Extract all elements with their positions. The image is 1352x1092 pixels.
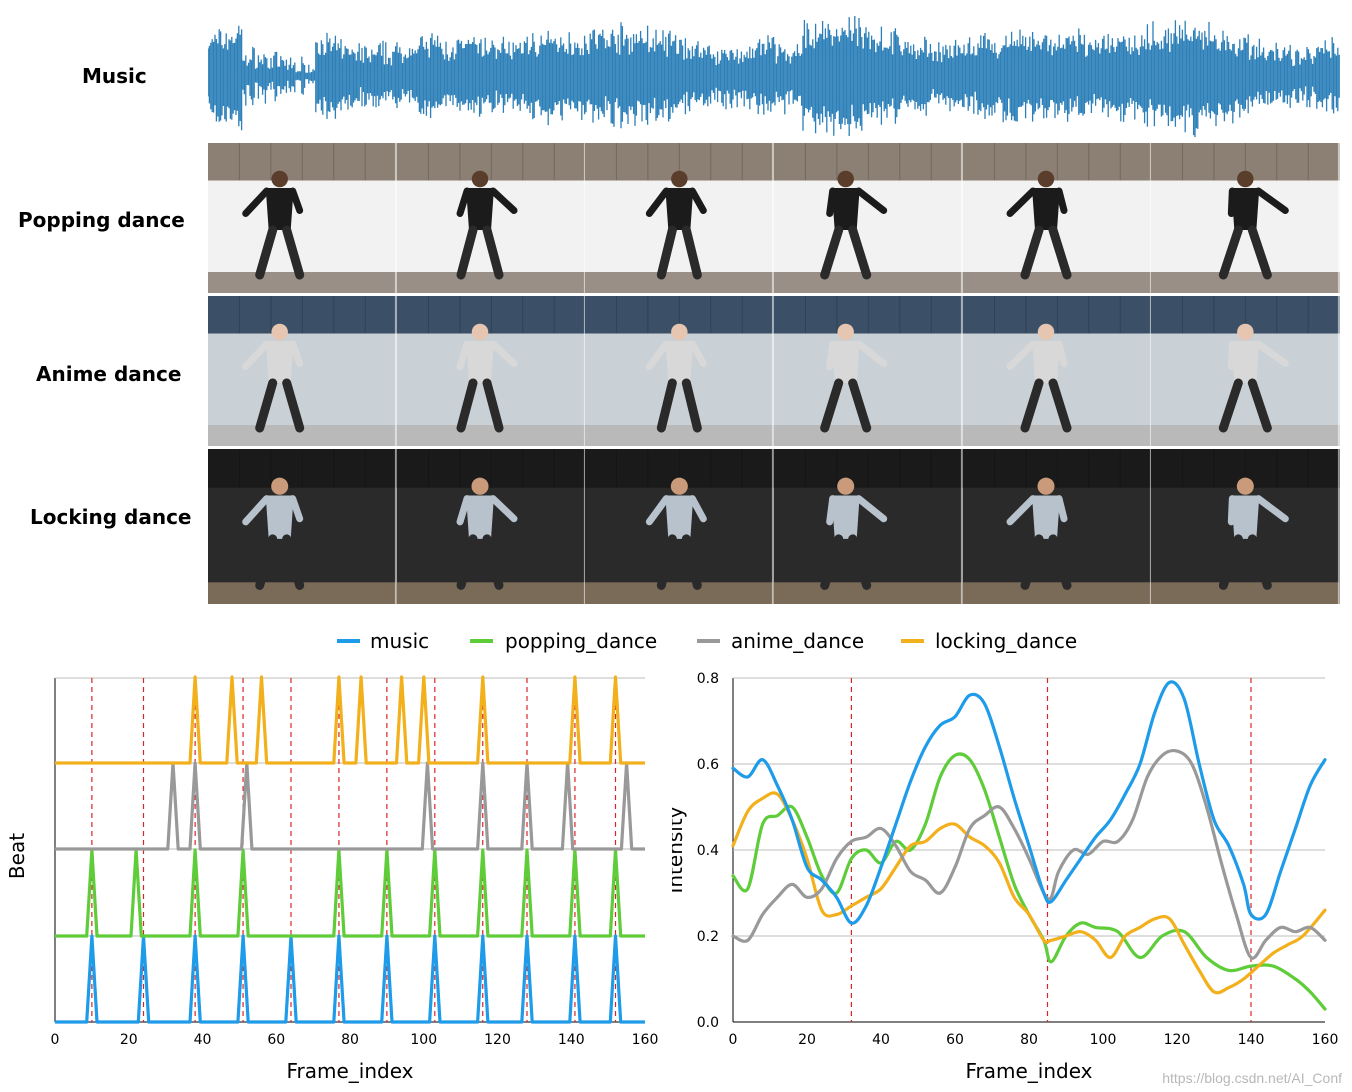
chart-legend: music popping_dance anime_dance locking_… bbox=[337, 629, 1077, 653]
beat-xtick-label: 100 bbox=[410, 1032, 437, 1048]
beat-ylabel: Beat bbox=[5, 833, 29, 879]
intensity-ylabel: Intensity bbox=[672, 806, 687, 893]
dance-frame bbox=[208, 449, 397, 604]
intensity-xtick-label: 100 bbox=[1090, 1032, 1117, 1048]
locking-dance-strip bbox=[208, 449, 1340, 604]
beat-series-anime_dance bbox=[55, 761, 645, 851]
intensity-series-popping_dance bbox=[731, 752, 1327, 1011]
dance-frame bbox=[962, 449, 1152, 604]
row-label-popping: Popping dance bbox=[18, 208, 185, 232]
dance-frame bbox=[1151, 449, 1340, 604]
dance-frame bbox=[774, 449, 963, 604]
intensity-xlabel: Frame_index bbox=[965, 1059, 1092, 1083]
beat-xtick-label: 140 bbox=[558, 1032, 585, 1048]
dance-frame bbox=[208, 143, 397, 293]
legend-label-music: music bbox=[370, 629, 429, 653]
dance-frame bbox=[396, 449, 586, 604]
legend-label-anime: anime_dance bbox=[731, 629, 864, 653]
dance-frame bbox=[208, 296, 397, 446]
legend-item-music: music bbox=[337, 629, 429, 653]
dance-frame bbox=[585, 449, 774, 604]
dance-frame bbox=[585, 143, 774, 293]
beat-xtick-label: 20 bbox=[120, 1032, 138, 1048]
intensity-series-locking_dance bbox=[731, 791, 1327, 995]
intensity-series-music bbox=[731, 680, 1327, 925]
legend-label-locking: locking_dance bbox=[935, 629, 1077, 653]
dance-frame bbox=[774, 143, 963, 293]
music-waveform bbox=[208, 16, 1340, 138]
legend-item-locking: locking_dance bbox=[901, 629, 1077, 653]
intensity-chart: 0 20 40 60 80 100 120 140 160 0.0 0.2 0.4 0.6 0.8 Fra… bbox=[672, 671, 1339, 1083]
beat-series-locking_dance bbox=[55, 675, 645, 765]
beat-xtick-label: 0 bbox=[51, 1032, 60, 1048]
row-label-music: Music bbox=[82, 64, 147, 88]
beat-xlabel: Frame_index bbox=[286, 1059, 413, 1083]
row-label-anime: Anime dance bbox=[36, 362, 182, 386]
intensity-xtick-label: 80 bbox=[1020, 1032, 1038, 1048]
beat-xtick-label: 120 bbox=[484, 1032, 511, 1048]
row-label-locking: Locking dance bbox=[30, 505, 192, 529]
dance-frame bbox=[396, 143, 586, 293]
dance-frame bbox=[774, 296, 963, 446]
beat-xtick-label: 60 bbox=[267, 1032, 285, 1048]
legend-label-popping: popping_dance bbox=[505, 629, 657, 653]
anime-dance-strip bbox=[208, 296, 1340, 446]
intensity-ytick-label: 0.6 bbox=[697, 757, 719, 773]
intensity-ytick-label: 0.2 bbox=[697, 929, 719, 945]
intensity-ytick-label: 0.4 bbox=[697, 843, 719, 859]
intensity-xtick-label: 40 bbox=[872, 1032, 890, 1048]
beat-chart: 0 20 40 60 80 100 120 140 160 Frame_index Beat bbox=[5, 675, 659, 1083]
beat-xtick-label: 80 bbox=[341, 1032, 359, 1048]
intensity-xtick-label: 160 bbox=[1312, 1032, 1339, 1048]
beat-series-music bbox=[55, 934, 645, 1024]
legend-item-popping: popping_dance bbox=[470, 629, 657, 653]
dance-frame bbox=[962, 296, 1152, 446]
beat-xtick-label: 160 bbox=[632, 1032, 659, 1048]
intensity-ytick-label: 0.0 bbox=[697, 1015, 719, 1031]
intensity-series-anime_dance bbox=[731, 748, 1327, 960]
beat-xtick-label: 40 bbox=[194, 1032, 212, 1048]
intensity-xtick-label: 20 bbox=[798, 1032, 816, 1048]
dance-frame bbox=[396, 296, 586, 446]
dance-frame bbox=[1151, 296, 1340, 446]
intensity-xtick-label: 120 bbox=[1164, 1032, 1191, 1048]
dance-frame bbox=[1151, 143, 1340, 293]
intensity-xtick-label: 140 bbox=[1238, 1032, 1265, 1048]
dance-frame bbox=[962, 143, 1152, 293]
waveform-path bbox=[208, 16, 1340, 138]
popping-dance-strip bbox=[208, 143, 1340, 293]
intensity-ytick-label: 0.8 bbox=[697, 671, 719, 687]
dance-frame bbox=[585, 296, 774, 446]
intensity-xtick-label: 0 bbox=[729, 1032, 738, 1048]
watermark: https://blog.csdn.net/AI_Conf bbox=[1162, 1070, 1342, 1086]
intensity-xtick-label: 60 bbox=[946, 1032, 964, 1048]
legend-item-anime: anime_dance bbox=[697, 629, 864, 653]
